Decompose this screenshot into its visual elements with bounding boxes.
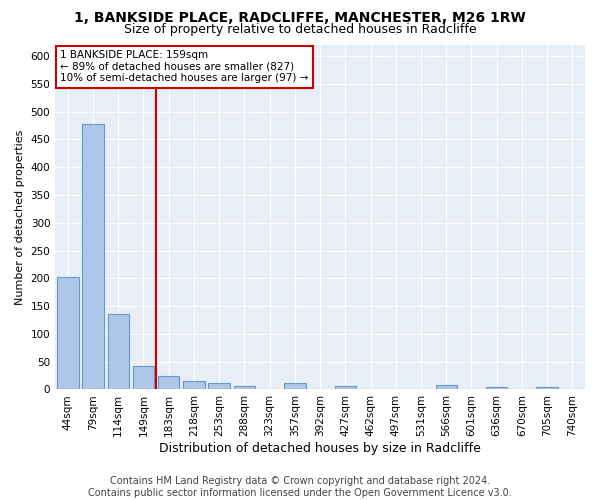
- Bar: [82, 124, 104, 390]
- Bar: [486, 386, 508, 390]
- Bar: [360, 389, 381, 390]
- Bar: [310, 389, 331, 390]
- Bar: [335, 386, 356, 390]
- Bar: [183, 381, 205, 390]
- Text: 1 BANKSIDE PLACE: 159sqm
← 89% of detached houses are smaller (827)
10% of semi-: 1 BANKSIDE PLACE: 159sqm ← 89% of detach…: [61, 50, 309, 84]
- Y-axis label: Number of detached properties: Number of detached properties: [15, 130, 25, 305]
- Text: Contains HM Land Registry data © Crown copyright and database right 2024.
Contai: Contains HM Land Registry data © Crown c…: [88, 476, 512, 498]
- Bar: [259, 389, 280, 390]
- Bar: [133, 366, 154, 390]
- Bar: [107, 314, 129, 390]
- Bar: [436, 385, 457, 390]
- Text: 1, BANKSIDE PLACE, RADCLIFFE, MANCHESTER, M26 1RW: 1, BANKSIDE PLACE, RADCLIFFE, MANCHESTER…: [74, 11, 526, 25]
- Bar: [158, 376, 179, 390]
- Bar: [233, 386, 255, 390]
- Bar: [284, 384, 305, 390]
- Bar: [536, 386, 558, 390]
- Bar: [208, 383, 230, 390]
- Text: Size of property relative to detached houses in Radcliffe: Size of property relative to detached ho…: [124, 22, 476, 36]
- Bar: [385, 389, 406, 390]
- X-axis label: Distribution of detached houses by size in Radcliffe: Distribution of detached houses by size …: [159, 442, 481, 455]
- Bar: [57, 276, 79, 390]
